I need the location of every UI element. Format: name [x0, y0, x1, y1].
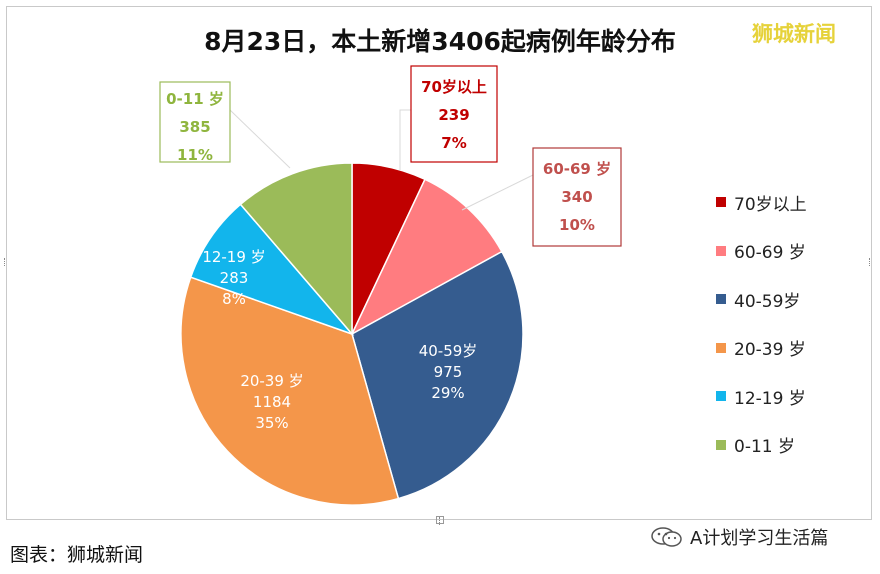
legend-item-4[interactable]: 12-19 岁 — [716, 372, 807, 421]
leader-line-0 — [399, 109, 411, 170]
legend-label: 12-19 岁 — [734, 388, 806, 409]
leader-line-1 — [461, 174, 534, 211]
slice-label-2: 40-59岁 975 29% — [419, 342, 478, 402]
account-badge: A计划学习生活篇 — [650, 524, 828, 550]
legend-swatch — [716, 342, 726, 353]
legend-swatch — [716, 197, 726, 208]
pie-slice-5[interactable] — [239, 162, 353, 337]
resize-handle-bottom[interactable] — [436, 516, 444, 525]
legend-label: 40-59岁 — [734, 291, 801, 312]
source-caption: 图表：狮城新闻 — [10, 544, 144, 566]
resize-handle-right[interactable] — [867, 258, 875, 266]
account-name: A计划学习生活篇 — [690, 528, 829, 549]
legend-swatch — [716, 439, 726, 450]
wechat-icon — [651, 527, 682, 547]
legend-item-5[interactable]: 0-11 岁 — [716, 421, 807, 470]
callout-label-5: 0-11 岁 385 11% — [166, 90, 224, 164]
legend-item-2[interactable]: 40-59岁 — [716, 275, 807, 324]
callout-box-0 — [410, 65, 498, 163]
pie-slice-2[interactable] — [351, 250, 524, 500]
legend-label: 20-39 岁 — [734, 340, 806, 361]
callout-box-1 — [532, 147, 622, 247]
resize-handle-left[interactable] — [2, 258, 10, 266]
legend-item-3[interactable]: 20-39 岁 — [716, 324, 807, 373]
chart-legend: 70岁以上 60-69 岁 40-59岁 20-39 岁 12-19 岁 0-11 岁 — [716, 178, 807, 469]
legend-label: 0-11 岁 — [734, 437, 795, 458]
legend-label: 70岁以上 — [734, 194, 807, 215]
legend-swatch — [716, 294, 726, 305]
chart-title: 8月23日，本土新增3406起病例年龄分布 — [204, 27, 676, 56]
legend-item-1[interactable]: 60-69 岁 — [716, 227, 807, 276]
legend-item-0[interactable]: 70岁以上 — [716, 178, 807, 227]
legend-swatch — [716, 391, 726, 402]
legend-label: 60-69 岁 — [734, 243, 806, 264]
legend-swatch — [716, 245, 726, 256]
pie-slice-3[interactable] — [180, 276, 400, 506]
leader-line-5 — [229, 109, 291, 169]
slice-label-4: 12-19 岁 283 8% — [202, 248, 265, 308]
pie-slice-4[interactable] — [189, 203, 355, 336]
callout-label-0: 70岁以上 239 7% — [421, 78, 487, 152]
watermark: 狮城新闻 — [752, 22, 836, 46]
callout-label-1: 60-69 岁 340 10% — [543, 160, 611, 234]
slice-label-3: 20-39 岁 1184 35% — [240, 372, 303, 432]
callout-box-5 — [159, 81, 231, 163]
pie-slice-1[interactable] — [350, 178, 503, 336]
